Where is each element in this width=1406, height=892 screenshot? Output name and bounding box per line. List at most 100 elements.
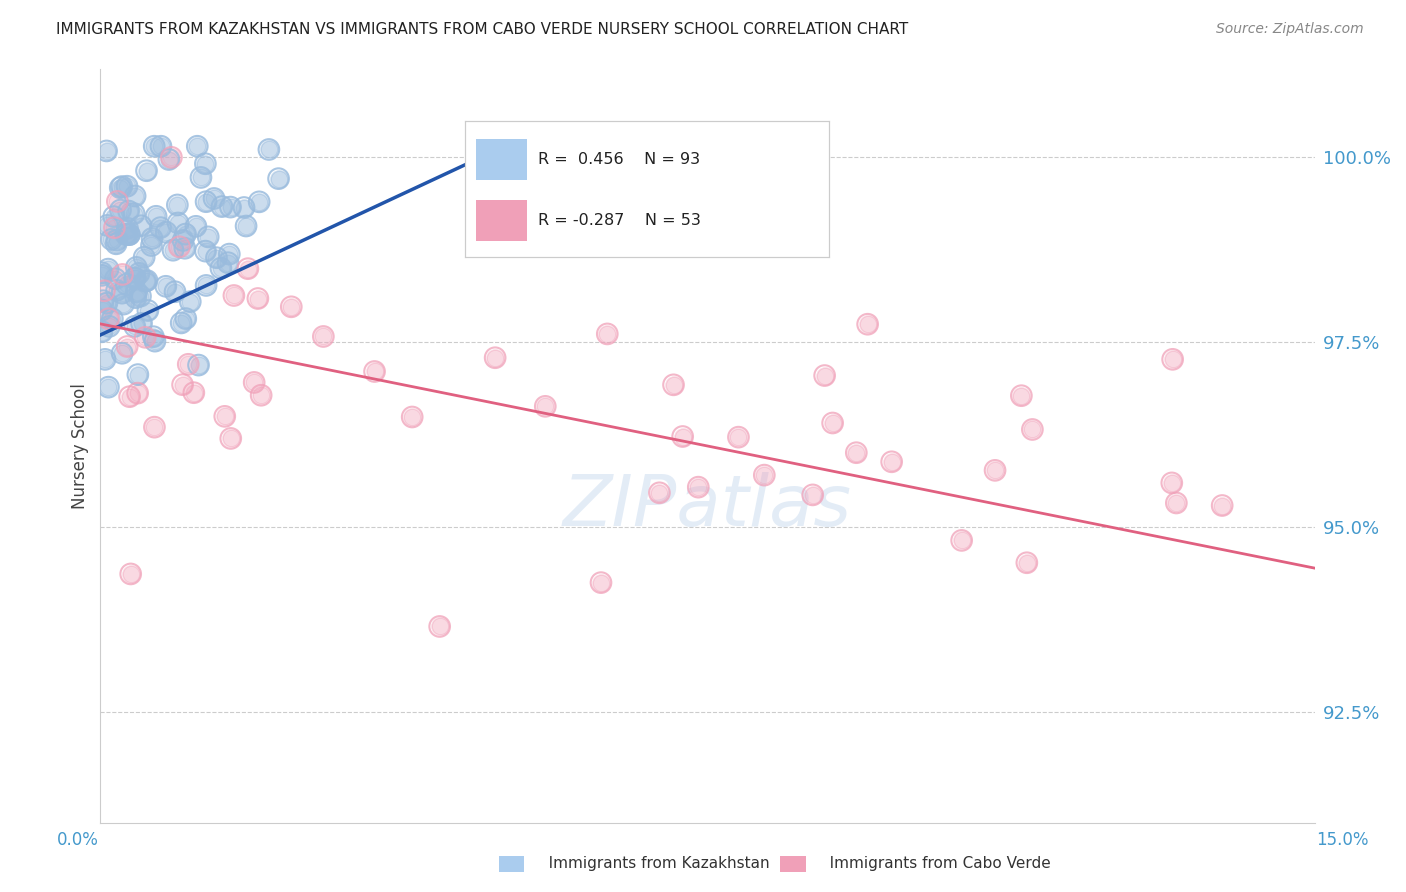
Point [1211,499,1233,513]
Point [172,234,194,248]
Point [160,150,183,164]
Point [174,311,197,326]
Point [596,326,619,341]
Text: ZIPatlas: ZIPatlas [562,472,852,541]
Point [127,368,149,382]
Point [190,170,212,185]
Point [115,227,138,242]
Point [134,330,156,344]
Point [1010,389,1032,403]
Point [125,291,148,305]
Point [814,368,837,383]
Point [243,376,266,390]
Point [96,144,118,158]
Point [218,247,240,261]
Point [177,357,200,371]
Point [1211,499,1233,513]
Point [94,352,117,367]
Point [202,191,225,205]
Point [222,288,245,302]
Point [112,297,135,311]
Text: IMMIGRANTS FROM KAZAKHSTAN VS IMMIGRANTS FROM CABO VERDE NURSERY SCHOOL CORRELAT: IMMIGRANTS FROM KAZAKHSTAN VS IMMIGRANTS… [56,22,908,37]
Point [186,139,208,153]
Point [117,204,139,219]
Point [103,210,125,224]
Point [115,227,138,241]
Point [184,219,207,234]
Point [135,163,157,178]
Point [172,377,194,392]
Point [143,420,166,434]
Point [149,139,172,153]
Point [880,455,903,469]
Point [111,346,134,360]
Point [117,204,139,219]
Point [124,319,146,334]
Point [122,207,145,221]
Point [110,180,132,194]
Point [136,274,159,288]
Text: Immigrants from Kazakhstan: Immigrants from Kazakhstan [534,856,770,871]
Point [534,400,557,414]
Point [250,388,273,402]
Point [97,311,120,326]
Point [105,236,128,251]
Point [124,319,146,334]
Point [142,329,165,343]
Point [115,179,138,194]
Point [115,339,138,353]
Point [141,238,163,252]
Point [91,268,114,283]
Point [233,201,256,215]
Point [128,266,150,280]
Point [115,227,138,241]
Point [177,357,200,371]
Point [845,446,868,460]
Point [112,297,135,311]
Point [118,227,141,242]
Point [115,179,138,194]
Point [801,488,824,502]
Point [401,409,423,424]
Point [197,230,219,244]
Point [129,219,152,233]
Point [111,179,134,194]
Point [125,260,148,275]
Point [662,377,685,392]
Point [91,268,114,283]
Point [155,279,177,293]
Point [167,216,190,230]
Point [194,157,217,171]
Point [124,189,146,203]
Point [984,463,1007,477]
Point [100,232,122,246]
Point [222,288,245,302]
Point [267,171,290,186]
Point [648,485,671,500]
Point [160,150,183,164]
Point [880,455,903,469]
Point [136,274,159,288]
Point [118,390,141,404]
Point [195,194,218,209]
Point [91,266,114,280]
Point [118,390,141,404]
Point [124,189,146,203]
Point [688,480,710,494]
Point [172,234,194,248]
Point [280,300,302,314]
Point [186,139,208,153]
Point [143,420,166,434]
Point [205,251,228,265]
Y-axis label: Nursery School: Nursery School [72,383,89,509]
Point [103,220,125,235]
Point [662,377,685,392]
Point [250,388,273,402]
Point [105,283,128,297]
Point [267,171,290,186]
Point [754,468,776,483]
Point [134,274,156,288]
Point [96,296,118,310]
Point [134,250,156,264]
Point [101,311,124,326]
